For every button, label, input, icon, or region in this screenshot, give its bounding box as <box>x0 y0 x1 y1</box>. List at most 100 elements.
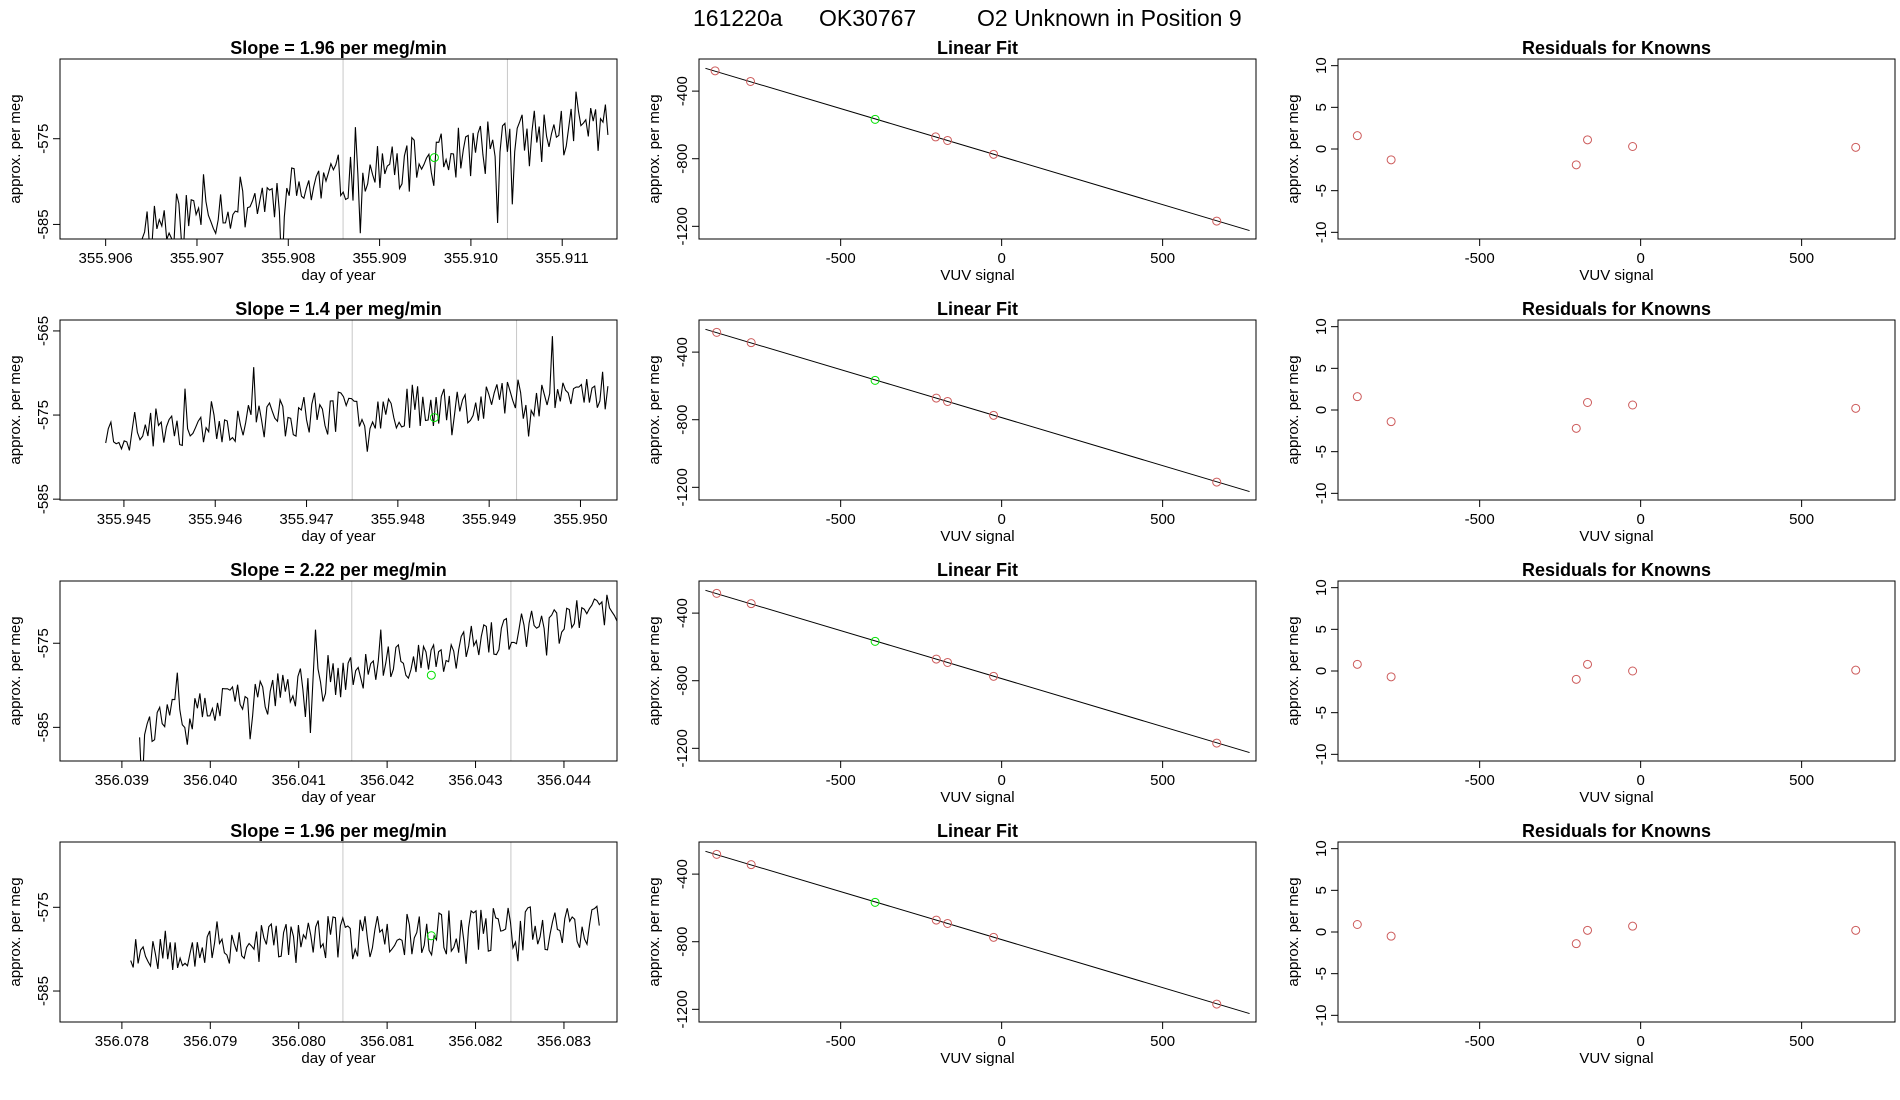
x-axis-label: day of year <box>301 528 375 545</box>
signal-trace <box>105 336 609 452</box>
x-tick-label: 355.947 <box>279 511 333 528</box>
unknown-point <box>429 413 439 423</box>
y-tick-label: -585 <box>35 976 52 1006</box>
panel-title: Linear Fit <box>937 560 1018 580</box>
x-tick-label: 0 <box>997 250 1005 267</box>
panel-linear-fit-row-2: Linear Fit -500 0 500 -400 -800 -1200 VUV signa… <box>646 299 1257 545</box>
residual-point <box>1352 659 1362 669</box>
panel-time-series-row-2: Slope = 1.4 per meg/min 355.945 355.946 355… <box>7 299 618 545</box>
panel-title: Slope = 1.96 per meg/min <box>230 38 447 58</box>
x-tick-label: 500 <box>1150 772 1175 789</box>
fit-line <box>705 67 1250 232</box>
y-tick-label: 10 <box>1313 57 1330 74</box>
panel-title: Residuals for Knowns <box>1522 299 1711 319</box>
y-tick-label: 0 <box>1313 145 1330 153</box>
known-point <box>989 932 999 942</box>
y-tick-label: -10 <box>1313 743 1330 765</box>
y-tick-label: -585 <box>35 712 52 742</box>
y-axis-label: approx. per meg <box>7 616 24 725</box>
y-axis-label: approx. per meg <box>646 94 663 203</box>
x-tick-label: 500 <box>1789 511 1814 528</box>
figure-title-cylinder: OK30767 <box>819 5 916 31</box>
x-axis-label: VUV signal <box>940 789 1014 806</box>
y-tick-label: 10 <box>1313 318 1330 335</box>
y-tick-label: 5 <box>1313 625 1330 633</box>
unknown-point <box>426 931 436 941</box>
panel-title: Linear Fit <box>937 299 1018 319</box>
panel-title: Linear Fit <box>937 821 1018 841</box>
plot-area <box>1352 131 1861 170</box>
x-tick-label: 355.906 <box>79 250 133 267</box>
x-tick-label: 356.081 <box>360 1033 414 1050</box>
x-tick-label: 356.079 <box>183 1033 237 1050</box>
unknown-point <box>870 114 880 124</box>
y-axis-label: approx. per meg <box>646 616 663 725</box>
residual-point <box>1851 403 1861 413</box>
x-tick-label: 356.082 <box>448 1033 502 1050</box>
residual-point <box>1571 939 1581 949</box>
y-tick-label: -1200 <box>674 729 691 767</box>
x-tick-label: 355.908 <box>261 250 315 267</box>
y-axis-label: approx. per meg <box>646 877 663 986</box>
x-tick-label: 356.044 <box>537 772 591 789</box>
known-point <box>712 588 722 598</box>
y-tick-label: -5 <box>1313 706 1330 719</box>
x-tick-label: 500 <box>1789 772 1814 789</box>
panel-grid: Slope = 1.96 per meg/min 355.906 355.907 35… <box>7 38 1896 1067</box>
y-tick-label: 5 <box>1313 364 1330 372</box>
x-tick-label: 355.945 <box>97 511 151 528</box>
panel-title: Slope = 2.22 per meg/min <box>230 560 447 580</box>
residual-point <box>1851 142 1861 152</box>
panel-residuals-row-3: Residuals for Knowns -500 0 500 10 5 0 -5 -10 VUV… <box>1285 560 1896 806</box>
y-axis-label: approx. per meg <box>1285 94 1302 203</box>
plot-frame <box>698 580 1257 762</box>
x-tick-label: 500 <box>1150 250 1175 267</box>
figure-title-description: O2 Unknown in Position 9 <box>977 5 1242 31</box>
y-tick-label: -565 <box>35 316 52 346</box>
x-tick-label: 0 <box>997 511 1005 528</box>
y-tick-label: -5 <box>1313 445 1330 458</box>
panel-title: Residuals for Knowns <box>1522 38 1711 58</box>
residual-point <box>1352 131 1362 141</box>
plot-frame <box>59 319 618 501</box>
residual-point <box>1583 398 1593 407</box>
x-tick-label: 500 <box>1150 1033 1175 1050</box>
y-tick-label: 0 <box>1313 667 1330 675</box>
unknown-point <box>429 153 439 163</box>
known-point <box>712 327 722 337</box>
x-axis-label: day of year <box>301 267 375 284</box>
y-tick-label: -5 <box>1313 184 1330 197</box>
y-tick-label: -1200 <box>674 207 691 245</box>
plot-frame <box>59 58 618 240</box>
y-tick-label: -400 <box>674 598 691 628</box>
panel-time-series-row-4: Slope = 1.96 per meg/min 356.078 356.079 35… <box>7 821 618 1067</box>
x-axis-label: day of year <box>301 1050 375 1067</box>
known-point <box>746 860 756 870</box>
plot-area <box>1352 392 1861 433</box>
y-tick-label: -575 <box>35 892 52 922</box>
known-point <box>1212 999 1222 1009</box>
x-tick-label: 355.950 <box>553 511 607 528</box>
x-tick-label: 356.039 <box>95 772 149 789</box>
residual-point <box>1851 665 1861 675</box>
residual-point <box>1386 672 1396 682</box>
y-tick-label: -10 <box>1313 1004 1330 1026</box>
panel-linear-fit-row-4: Linear Fit -500 0 500 -400 -800 -1200 VUV signa… <box>646 821 1257 1067</box>
y-tick-label: -575 <box>35 124 52 154</box>
plot-area <box>141 59 609 239</box>
signal-trace <box>139 594 617 761</box>
unknown-point <box>870 375 880 385</box>
x-tick-label: 0 <box>1636 511 1644 528</box>
x-tick-label: 0 <box>1636 1033 1644 1050</box>
y-tick-label: -1200 <box>674 468 691 506</box>
plot-frame <box>59 841 618 1023</box>
x-tick-label: -500 <box>1465 250 1495 267</box>
y-axis-label: approx. per meg <box>7 355 24 464</box>
known-point <box>931 915 941 925</box>
x-tick-label: 356.040 <box>183 772 237 789</box>
y-tick-label: 10 <box>1313 840 1330 857</box>
y-tick-label: -10 <box>1313 482 1330 504</box>
residual-point <box>1386 931 1396 941</box>
panel-title: Linear Fit <box>937 38 1018 58</box>
